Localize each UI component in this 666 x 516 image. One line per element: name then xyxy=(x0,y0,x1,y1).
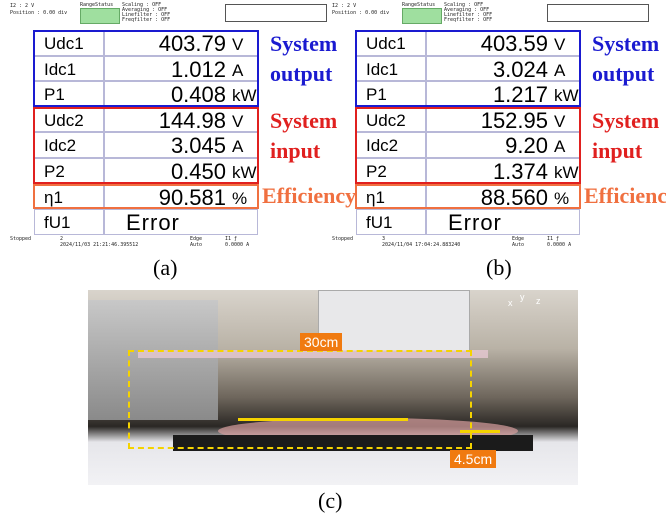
dimension-label: 4.5cm xyxy=(450,450,496,468)
caption-c: (c) xyxy=(318,488,342,514)
photo: 30cm 4.5cm x y z xyxy=(88,290,578,485)
footer-text: Stopped xyxy=(332,236,353,242)
status-box xyxy=(80,8,120,24)
header-box xyxy=(547,4,649,22)
group-box xyxy=(33,184,259,210)
footer-text: Auto xyxy=(190,242,202,248)
caption-b: (b) xyxy=(486,255,512,281)
footer-text: Auto xyxy=(512,242,524,248)
annotation: System xyxy=(592,106,659,136)
status-box xyxy=(402,8,442,24)
group-box xyxy=(355,184,581,210)
annotation: output xyxy=(592,59,654,89)
annotation: System xyxy=(592,29,659,59)
dimension-arrow xyxy=(460,430,500,433)
footer-text: 2024/11/04 17:04:24.883240 xyxy=(382,242,460,248)
group-box xyxy=(33,107,259,184)
footer-text: 0.0000 A xyxy=(547,242,571,248)
annotation: input xyxy=(270,136,320,166)
group-box xyxy=(33,30,259,107)
footer-text: 0.0000 A xyxy=(225,242,249,248)
dimension-arrow xyxy=(238,418,408,421)
header-text: I2 : 2 V xyxy=(10,3,34,9)
axis-label: y xyxy=(520,292,525,302)
header-box xyxy=(225,4,327,22)
header-text: Freqfilter : OFF xyxy=(122,17,170,23)
row-value: Error xyxy=(126,210,180,236)
group-box xyxy=(355,107,581,184)
axis-label: z xyxy=(536,296,541,306)
axis-label: x xyxy=(508,298,513,308)
dimension-label: 30cm xyxy=(300,333,342,351)
header-text: I2 : 2 V xyxy=(332,3,356,9)
row-label: fU1 xyxy=(44,213,70,233)
row-label: fU1 xyxy=(366,213,392,233)
header-text: Position : 0.00 div xyxy=(10,10,67,16)
footer-text: 2024/11/03 21:21:46.395512 xyxy=(60,242,138,248)
annotation: Efficiency xyxy=(584,181,666,211)
annotation: input xyxy=(592,136,642,166)
header-text: Freqfilter : OFF xyxy=(444,17,492,23)
group-box xyxy=(355,30,581,107)
dashed-outline xyxy=(128,350,472,449)
footer-text: Stopped xyxy=(10,236,31,242)
header-text: Position : 0.00 div xyxy=(332,10,389,16)
figure: (a) (b) (c) 30cm 4.5cm x y z I2 : 2 VPos… xyxy=(0,0,666,516)
row-value: Error xyxy=(448,210,502,236)
caption-a: (a) xyxy=(153,255,177,281)
